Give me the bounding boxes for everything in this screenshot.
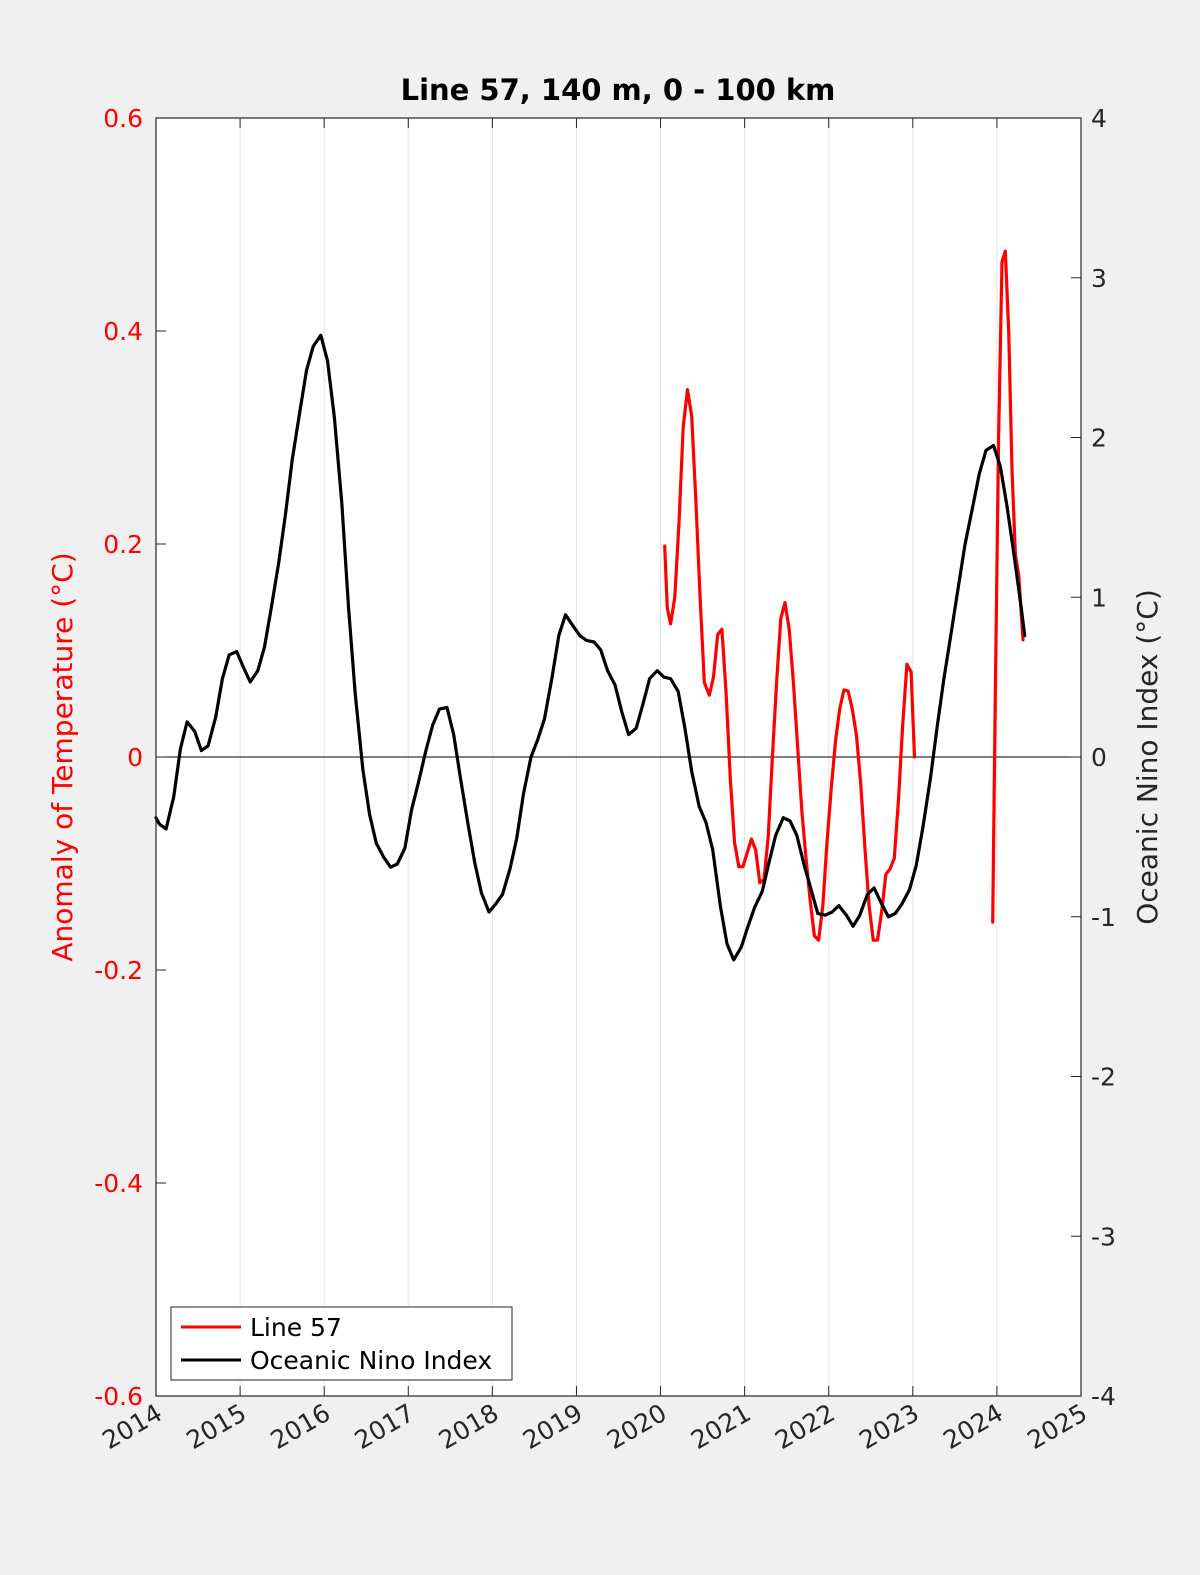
x-tick-label: 2019 [518,1398,588,1455]
x-tick-label: 2024 [938,1398,1008,1455]
legend: Line 57 Oceanic Nino Index [170,1306,513,1381]
y-left-tick-label: -0.6 [94,1382,143,1411]
x-tick-label: 2015 [181,1398,251,1455]
legend-oni-label: Oceanic Nino Index [250,1346,492,1375]
chart-title: Line 57, 140 m, 0 - 100 km [401,73,836,107]
x-tick-label: 2017 [350,1398,420,1455]
series-line57 [991,249,1025,924]
y-left-tick-label: 0.4 [103,317,143,346]
y-left-tick-label: 0.2 [103,530,143,559]
y-right-tick-label: -3 [1091,1222,1116,1251]
series-line57 [663,388,917,942]
y-right-tick-label: 3 [1091,264,1107,293]
y-left-tick-label: -0.4 [94,1169,143,1198]
y-right-tick-label: 2 [1091,424,1107,453]
x-tick-label: 2020 [602,1398,672,1455]
x-tick-label: 2022 [770,1398,840,1455]
y-left-tick-label: 0.6 [103,104,143,133]
x-tick-label: 2025 [1022,1398,1092,1455]
y-right-tick-label: -1 [1091,903,1116,932]
y-axis-right-title: Oceanic Nino Index (°C) [1131,589,1164,925]
legend-line57-label: Line 57 [250,1313,342,1342]
y-right-tick-label: 4 [1091,104,1107,133]
y-right-tick-label: -4 [1091,1382,1116,1411]
series-oni [154,333,1027,962]
y-left-tick-label: -0.2 [94,956,143,985]
y-axis-left-title: Anomaly of Temperature (°C) [46,552,79,961]
ticks [155,117,1082,1397]
y-right-tick-label: 1 [1091,583,1107,612]
y-left-tick-label: 0 [127,743,143,772]
x-tick-label: 2018 [434,1398,504,1455]
x-tick-label: 2021 [686,1398,756,1455]
series-layer [154,249,1027,962]
x-tick-label: 2023 [854,1398,924,1455]
y-right-tick-label: -2 [1091,1063,1116,1092]
legend-box [170,1306,513,1381]
y-right-tick-label: 0 [1091,743,1107,772]
x-tick-label: 2016 [266,1398,336,1455]
